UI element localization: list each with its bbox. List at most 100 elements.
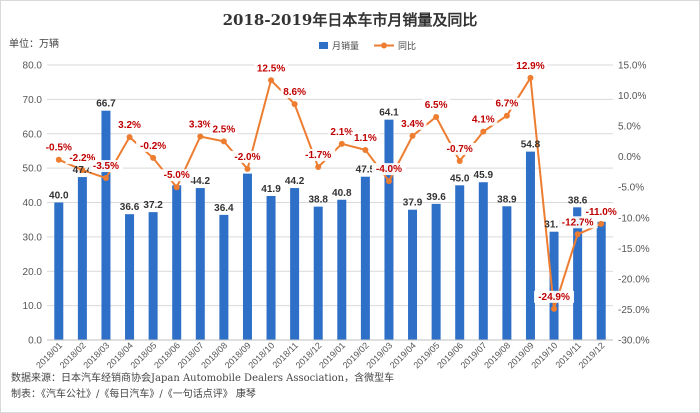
pct-value-label: 3.4%: [401, 119, 424, 130]
pct-value-label: -4.0%: [376, 164, 402, 175]
bar: [573, 207, 583, 340]
line-point: [527, 74, 534, 81]
pct-label-box: [351, 131, 380, 144]
pct-label-box: [230, 150, 265, 163]
pct-value-label: -3.5%: [93, 161, 119, 172]
pct-value-label: -2.2%: [69, 153, 95, 164]
y-right-tick-label: -20.0%: [618, 274, 650, 285]
bar: [360, 176, 370, 340]
pct-value-label: 4.1%: [472, 115, 495, 126]
pct-label-box: [209, 123, 238, 136]
pct-label-box: [398, 117, 427, 130]
bar-value-label: 44.2: [191, 176, 211, 187]
bar-value-label: 37.2: [143, 200, 163, 211]
bar: [408, 209, 418, 340]
pct-value-label: -1.7%: [305, 150, 331, 161]
bar: [455, 185, 465, 340]
line-point: [551, 305, 558, 312]
legend-bar-label: 月销量: [332, 40, 359, 52]
y-left-tick-label: 10.0: [23, 301, 43, 312]
bar: [431, 203, 441, 340]
y-left-tick-label: 30.0: [23, 232, 43, 243]
bar: [77, 177, 87, 340]
line-point: [385, 178, 392, 185]
bar-value-label: 47.4: [73, 165, 93, 176]
line-point: [362, 146, 369, 153]
line-point: [480, 128, 487, 135]
author-note: 制表：《汽车公社》/《每日汽车》/《一句话点评》 康琴: [11, 389, 256, 400]
x-tick-label: 2019/12: [577, 340, 607, 370]
y-right-tick-label: 10.0%: [618, 91, 646, 102]
y-left-tick-label: 80.0: [23, 61, 43, 72]
bar: [502, 206, 512, 340]
bar-value-label: 38.9: [497, 194, 517, 205]
bar: [266, 195, 276, 340]
bar-value-label: 38.8: [308, 195, 328, 206]
bar: [384, 119, 394, 340]
bar: [596, 221, 606, 340]
y-left-tick-label: 50.0: [23, 164, 43, 175]
pct-value-label: -11.0%: [586, 207, 617, 218]
y-right-tick-label: 15.0%: [618, 61, 646, 72]
chart-title: 2018-2019年日本车市月销量及同比: [223, 11, 478, 29]
bar-value-label: 45.9: [474, 170, 494, 181]
gridlines: [47, 64, 613, 341]
bar: [219, 214, 229, 340]
line-point: [456, 157, 463, 164]
bar-value-label: 37.9: [403, 198, 423, 209]
bar-value-label: 47.5: [356, 165, 376, 176]
pct-label-box: [327, 125, 356, 138]
line-point: [102, 175, 109, 182]
pct-label-box: [186, 118, 215, 131]
pct-value-label: -5.0%: [164, 170, 190, 181]
pct-label-box: [254, 62, 289, 75]
bar-value-label: 36.6: [120, 202, 140, 213]
pct-label-box: [136, 139, 171, 152]
x-tick-label: 2019/10: [529, 340, 559, 370]
line-point: [197, 133, 204, 140]
legend: 月销量 同比: [319, 40, 416, 52]
bar-value-label: 36.4: [214, 203, 234, 214]
pct-value-label: -0.7%: [447, 144, 473, 155]
y-right-tick-label: 0.0%: [618, 152, 641, 163]
bar: [172, 185, 182, 340]
y-left-tick-label: 70.0: [23, 95, 43, 106]
bar-value-label: 40.8: [332, 188, 352, 199]
pct-label-box: [442, 142, 477, 155]
pct-value-label: 3.3%: [189, 120, 212, 131]
line-point: [338, 140, 345, 147]
legend-line-marker: [381, 42, 387, 49]
pct-label-box: [492, 97, 521, 110]
pct-label-box: [469, 113, 498, 126]
pct-label-box: [159, 169, 194, 182]
x-tick-label: 2018/10: [246, 340, 276, 370]
y-left-tick-label: 40.0: [23, 198, 43, 209]
line-point: [315, 164, 322, 171]
pct-value-label: -12.7%: [562, 217, 594, 228]
bar: [101, 110, 111, 340]
pct-label-box: [581, 205, 622, 218]
y-right-tick-label: -10.0%: [618, 213, 650, 224]
y-right-tick-label: -25.0%: [618, 305, 650, 316]
bar-value-label: 31.5: [544, 220, 564, 231]
line-point: [598, 220, 605, 227]
bar-value-label: 38.6: [568, 195, 588, 206]
pct-value-label: -0.5%: [46, 143, 72, 154]
pct-value-label: 2.5%: [212, 124, 235, 135]
y-right-tick-label: -5.0%: [618, 183, 644, 194]
pct-value-label: 2.1%: [330, 127, 353, 138]
line-point: [150, 154, 157, 161]
pct-value-label: 12.9%: [516, 61, 544, 72]
pct-value-label: -0.2%: [140, 141, 166, 152]
pct-value-label: -2.0%: [234, 152, 260, 163]
bar-value-label: 44.2: [285, 176, 305, 187]
pct-value-label: -24.9%: [538, 292, 570, 303]
line-point: [55, 156, 62, 163]
pct-label-box: [88, 160, 123, 173]
bar: [337, 199, 347, 340]
bar-value-label: 54.8: [521, 140, 541, 151]
bar: [242, 173, 252, 340]
bar: [54, 202, 64, 340]
